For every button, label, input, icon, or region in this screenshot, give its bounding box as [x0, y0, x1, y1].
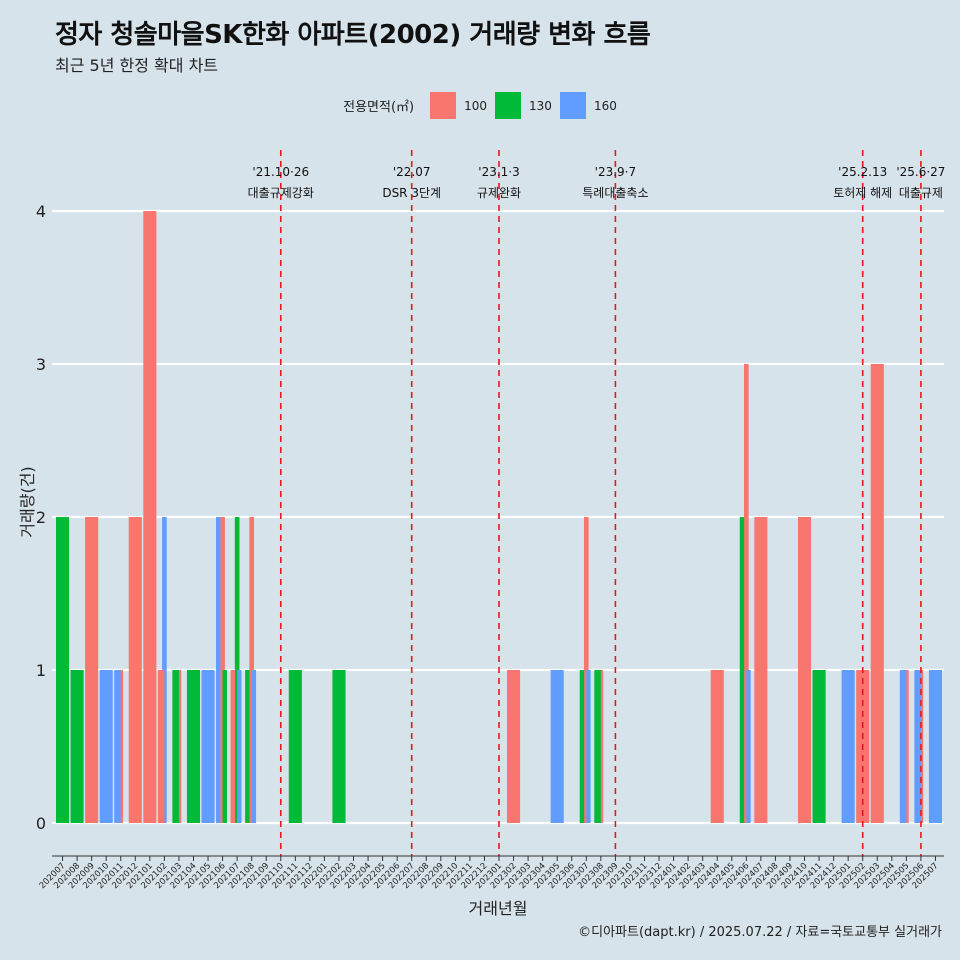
- bar-202501-160: [841, 670, 855, 823]
- bar-202505-160: [899, 670, 907, 823]
- bar-202506-160: [914, 670, 921, 823]
- event-label: 특례대출축소: [582, 186, 648, 200]
- y-tick-label: 4: [36, 202, 46, 221]
- event-date: '22.07: [393, 165, 431, 179]
- bar-202107-160: [237, 670, 242, 823]
- event-date: '25.2.13: [838, 165, 887, 179]
- bar-202404-100: [710, 670, 724, 823]
- y-axis: 0 1 2 3 4: [36, 202, 46, 833]
- event-date: '21.10·26: [252, 165, 309, 179]
- bar-202406-100: [743, 364, 749, 823]
- bar-202012-100: [128, 517, 142, 823]
- chart-subtitle: 최근 5년 한정 확대 차트: [55, 56, 219, 75]
- legend-item-130: 130: [495, 92, 552, 119]
- event-label: 대출규제: [899, 186, 943, 200]
- legend-swatch-100: [430, 92, 457, 119]
- bar-202103-130: [172, 670, 179, 823]
- chart-title: 정자 청솔마을SK한화 아파트(2002) 거래량 변화 흐름: [55, 20, 651, 50]
- bar-202009-100: [85, 517, 99, 823]
- bar-202302-100: [507, 670, 521, 823]
- bar-202305-160: [550, 670, 564, 823]
- y-axis-label: 거래량(건): [18, 466, 37, 537]
- event-date: '25.6·27: [896, 165, 945, 179]
- bar-202108-160: [251, 670, 257, 823]
- bar-202111-130: [288, 670, 302, 823]
- legend-item-100: 100: [430, 92, 487, 119]
- bar-202406-130: [739, 517, 745, 823]
- bar-202008-130: [70, 670, 84, 823]
- bar-202411-130: [812, 670, 826, 823]
- bar-202102-100: [157, 670, 165, 823]
- y-tick-label: 1: [36, 661, 46, 680]
- bar-202507-160: [928, 670, 942, 823]
- event-label: 토허제 해제: [833, 186, 892, 200]
- x-axis: 2020072020082020092020102020112020122021…: [38, 855, 944, 891]
- y-tick-label: 3: [36, 355, 46, 374]
- bar-202407-100: [754, 517, 768, 823]
- bars: [56, 211, 942, 823]
- event-date: '23.1·3: [478, 165, 519, 179]
- bar-202104-130: [186, 670, 201, 823]
- bar-202406-160: [746, 670, 751, 823]
- event-date: '23.9·7: [595, 165, 636, 179]
- source-caption: ©디아파트(dapt.kr) / 2025.07.22 / 자료=국토교통부 실…: [578, 925, 942, 940]
- event-label: 규제완화: [477, 186, 521, 200]
- bar-202106-130: [222, 670, 227, 823]
- bar-202410-100: [797, 517, 812, 823]
- y-tick-label: 0: [36, 814, 46, 833]
- event-label: 대출규제강화: [248, 186, 314, 200]
- x-axis-label: 거래년월: [469, 899, 528, 918]
- bar-202010-160: [99, 670, 113, 823]
- legend-swatch-130: [495, 92, 522, 119]
- bar-202108-130: [245, 670, 250, 823]
- grid-lines: [52, 209, 944, 825]
- legend-label-100: 100: [464, 98, 488, 113]
- y-tick-label: 2: [36, 508, 46, 527]
- bar-202107-100: [230, 670, 235, 823]
- bar-202007-130: [56, 517, 70, 823]
- bar-202307-160: [586, 670, 591, 823]
- bar-202307-130: [579, 670, 585, 823]
- legend-label-160: 160: [593, 98, 617, 113]
- bar-202202-130: [332, 670, 346, 823]
- bar-202101-100: [143, 211, 157, 823]
- event-lines: '21.10·26 대출규제강화 '22.07 DSR 3단계 '23.1·3 규제완화 '…: [248, 150, 945, 856]
- legend-item-160: 160: [559, 92, 617, 119]
- legend: 전용면적(㎡) 100 130 160: [0, 92, 960, 119]
- bar-202105-160: [201, 670, 215, 823]
- event-label: DSR 3단계: [382, 186, 441, 200]
- legend-label-130: 130: [529, 98, 552, 113]
- legend-swatch-160: [559, 92, 586, 119]
- legend-title: 전용면적(㎡): [343, 100, 415, 115]
- bar-202011-160: [114, 670, 121, 823]
- bar-202106-160: [216, 517, 221, 823]
- bar-202503-100: [870, 364, 884, 823]
- bar-202308-130: [594, 670, 601, 823]
